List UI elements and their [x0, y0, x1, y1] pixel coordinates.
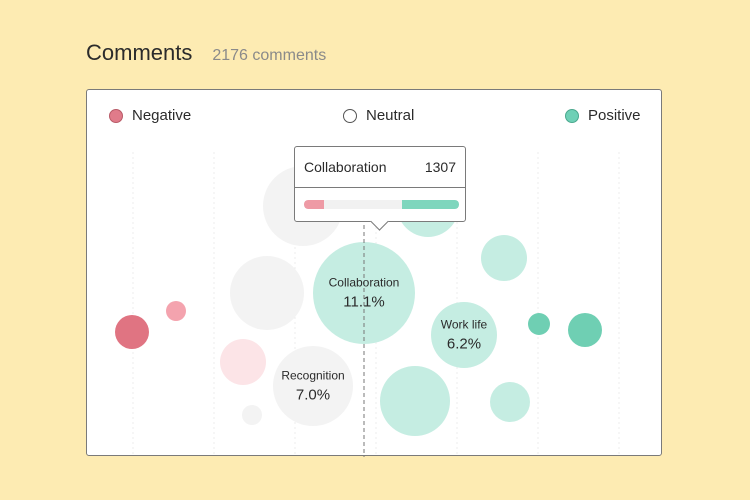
bubble-neutral[interactable] — [242, 405, 262, 425]
legend-neutral[interactable]: Neutral — [343, 107, 414, 124]
bubble-share: 6.2% — [446, 335, 482, 353]
legend-positive-label: Positive — [588, 107, 641, 124]
comment-count: 2176 comments — [212, 47, 327, 64]
bubble-positive[interactable] — [481, 235, 527, 281]
bubble-neutral[interactable] — [230, 256, 304, 330]
sentiment-bar — [304, 200, 459, 209]
tooltip-value: 1307 — [424, 159, 456, 175]
comments-header: Comments 2176 comments — [86, 40, 326, 66]
bubble-positive-strong[interactable] — [528, 313, 550, 335]
bubble-positive-strong[interactable] — [568, 313, 602, 347]
bubble-negative-light[interactable] — [220, 339, 266, 385]
neutral-swatch-icon — [343, 108, 357, 123]
bubble-tooltip: Collaboration 1307 — [294, 146, 466, 231]
bubble-category: Work life — [440, 317, 488, 332]
tooltip-title: Collaboration — [304, 159, 387, 175]
positive-swatch-icon — [565, 108, 579, 123]
bubble-recognition[interactable] — [273, 346, 353, 426]
legend-neutral-label: Neutral — [366, 107, 415, 124]
bubble-label-work-life: Work life 6.2% — [441, 318, 487, 353]
bubble-negative[interactable] — [166, 301, 186, 321]
bubble-share: 11.1% — [343, 293, 385, 311]
legend-negative[interactable]: Negative — [109, 107, 191, 124]
bubble-positive[interactable] — [380, 366, 450, 436]
page-title: Comments — [86, 40, 193, 65]
bubble-category: Collaboration — [328, 275, 400, 290]
tooltip-divider — [295, 187, 465, 188]
bubble-collaboration[interactable] — [313, 242, 415, 344]
sentiment-bar-positive — [401, 200, 459, 209]
legend-negative-label: Negative — [132, 107, 192, 124]
bubble-negative-strong[interactable] — [115, 315, 149, 349]
negative-swatch-icon — [109, 108, 123, 123]
bubble-share: 7.0% — [295, 386, 331, 404]
bubble-work-life[interactable] — [431, 302, 497, 368]
legend-positive[interactable]: Positive — [565, 107, 641, 124]
bubble-category: Recognition — [281, 368, 345, 383]
bubble-label-recognition: Recognition 7.0% — [281, 369, 344, 404]
bubble-chart-panel: Negative Neutral Positive Collaboration … — [86, 89, 662, 457]
sentiment-bar-negative — [304, 200, 325, 209]
bubble-positive[interactable] — [490, 382, 530, 422]
bubble-label-collaboration: Collaboration 11.1% — [329, 276, 400, 311]
